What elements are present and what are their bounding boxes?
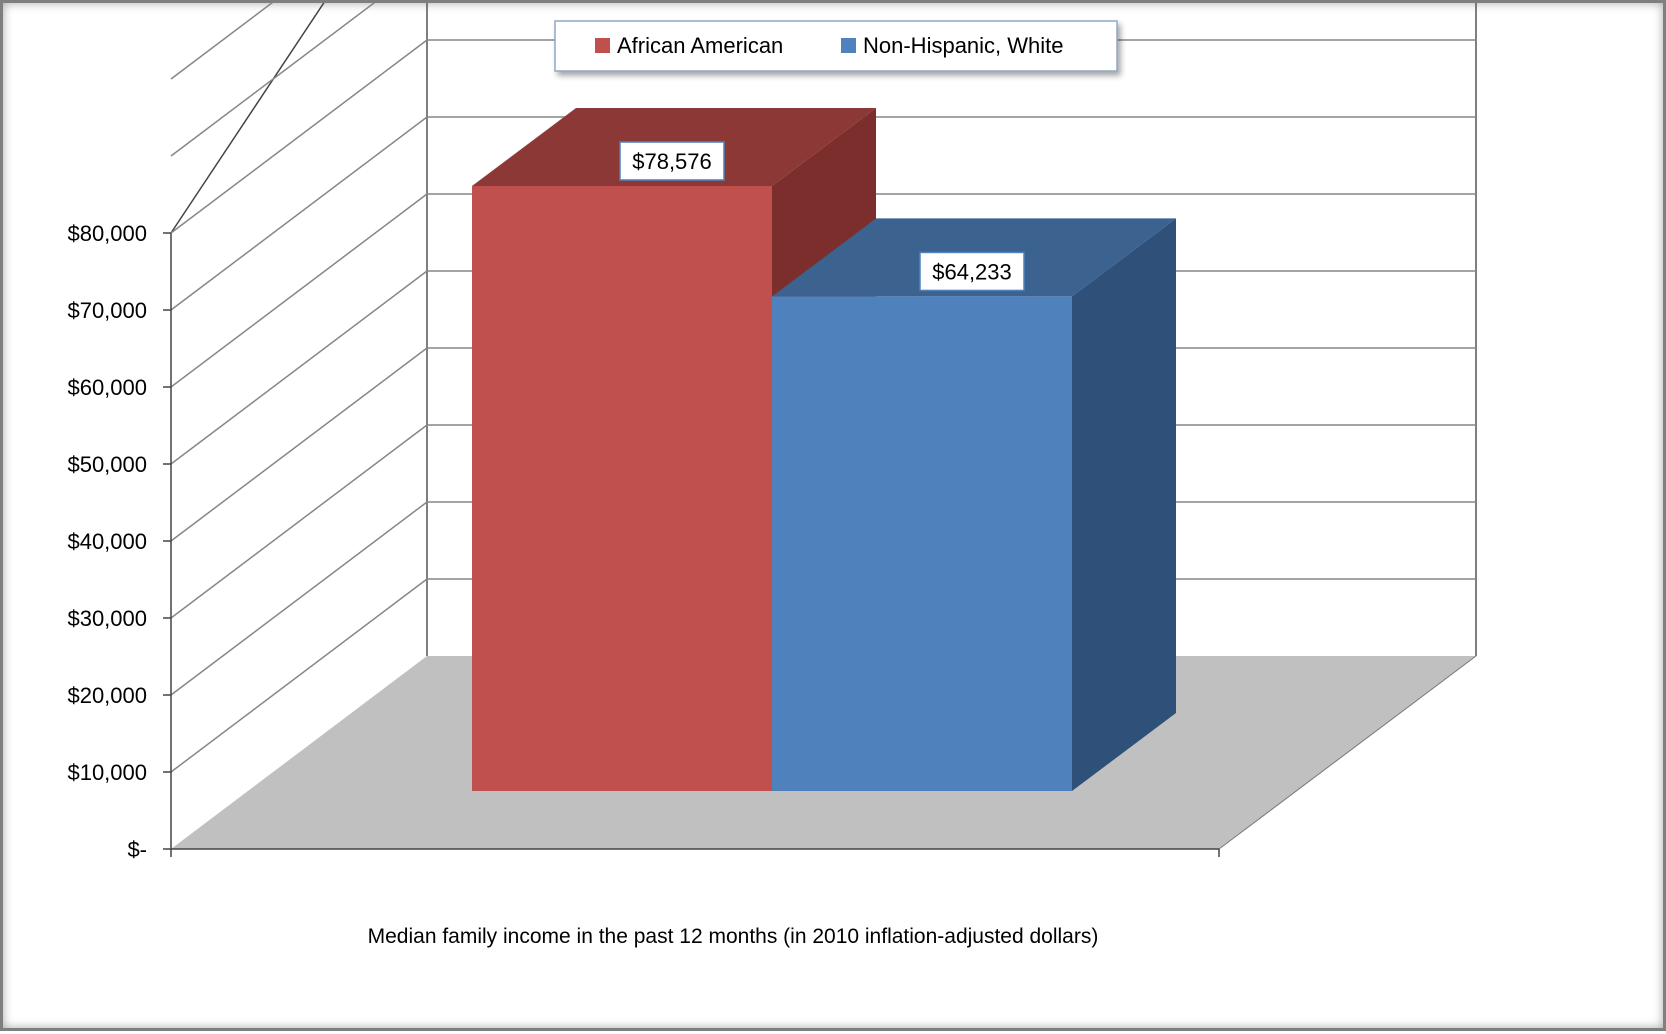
- data-labels-layer: $78,576 $64,233: [619, 141, 1025, 292]
- y-tick-label-20000: $20,000: [67, 683, 147, 708]
- bars-layer: [472, 108, 1176, 791]
- data-label-african-american: $78,576: [632, 149, 712, 174]
- y-tick-label-40000: $40,000: [67, 529, 147, 554]
- bar-non-hispanic-white: [772, 296, 1072, 791]
- legend-swatch-non-hispanic-white: [841, 38, 856, 53]
- axis-layer: $- $10,000 $20,000 $30,000 $40,000 $50,000 $60…: [67, 221, 1220, 862]
- gridline-side-90000: [170, 3, 376, 157]
- gridline-side-50000: [170, 270, 428, 465]
- gridline-side-40000: [170, 347, 428, 542]
- chart-svg: $- $10,000 $20,000 $30,000 $40,000 $50,000 $60…: [67, 3, 1477, 948]
- floor-right-edge: [1218, 655, 1477, 850]
- gridline-side-20000: [170, 501, 428, 696]
- bar-side-non-hispanic-white: [1072, 218, 1176, 791]
- data-label-box-african-american: [619, 141, 725, 181]
- bar-african-american: [472, 186, 772, 791]
- y-tick-label-70000: $70,000: [67, 298, 147, 323]
- y-tick-label-10000: $10,000: [67, 760, 147, 785]
- legend-label-african-american: African American: [617, 33, 783, 58]
- y-tick-label-30000: $30,000: [67, 606, 147, 631]
- data-label-box-non-hispanic-white: [919, 251, 1025, 292]
- y-tick-label-60000: $60,000: [67, 375, 147, 400]
- y-tick-label-0: $-: [127, 837, 147, 862]
- gridline-side-60000: [170, 193, 428, 388]
- gridline-side-10000: [170, 578, 428, 773]
- gridline-side-70000: [170, 116, 428, 311]
- y-tick-label-50000: $50,000: [67, 452, 147, 477]
- data-label-non-hispanic-white: $64,233: [932, 259, 1012, 284]
- y-tick-label-80000: $80,000: [67, 221, 147, 246]
- legend-box: [554, 20, 1118, 72]
- legend-swatch-african-american: [595, 38, 610, 53]
- legend: African American Non-Hispanic, White: [554, 20, 1118, 72]
- gridline-side-30000: [170, 424, 428, 619]
- legend-label-non-hispanic-white: Non-Hispanic, White: [863, 33, 1064, 58]
- side-wall-top-edge: [170, 3, 325, 234]
- category-label: Median family income in the past 12 mont…: [368, 925, 1099, 948]
- gridline-side-100000: [170, 3, 274, 80]
- gridline-side-80000: [170, 39, 428, 234]
